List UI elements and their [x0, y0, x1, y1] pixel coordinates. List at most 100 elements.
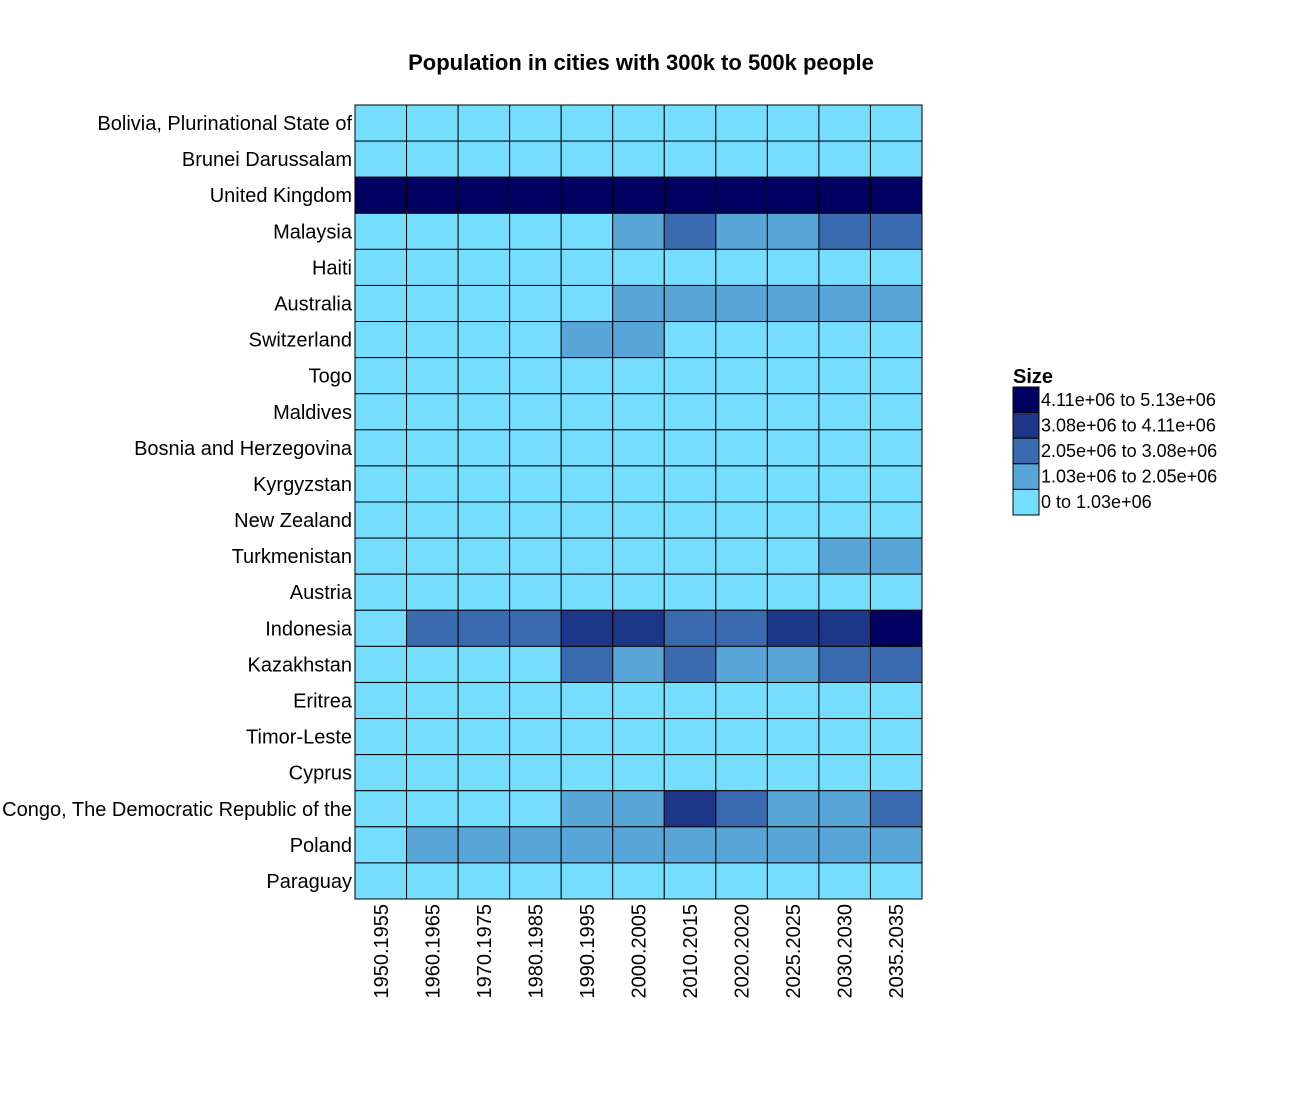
heatmap-cell: [612, 176, 665, 214]
heatmap-cell: [457, 393, 511, 431]
heatmap-cell: [509, 573, 562, 611]
heatmap-cell: [560, 104, 614, 142]
heatmap-cell: [406, 862, 459, 900]
legend-title: Size: [1013, 366, 1053, 388]
heatmap-cell: [509, 718, 562, 756]
heatmap-cell: [406, 537, 459, 575]
heatmap-cell: [766, 357, 820, 395]
heatmap-cell: [818, 862, 871, 900]
heatmap-cell: [766, 104, 820, 142]
heatmap-cell: [406, 357, 459, 395]
heatmap-cell: [612, 681, 665, 720]
heatmap-cell: [457, 790, 511, 828]
heatmap-cell: [457, 609, 511, 647]
heatmap-cell: [560, 212, 614, 250]
heatmap-cell: [818, 465, 871, 503]
heatmap-cell: [354, 321, 408, 359]
heatmap-cell: [406, 718, 459, 756]
heatmap-cell: [766, 862, 820, 900]
heatmap-cell: [766, 393, 820, 431]
heatmap-cell: [612, 790, 665, 828]
heatmap-cell: [766, 140, 820, 178]
heatmap-cell: [509, 681, 562, 720]
heatmap-cell: [457, 140, 511, 178]
column-label: 2000.2005: [629, 904, 651, 999]
heatmap-cell: [406, 501, 459, 539]
row-label: Poland: [290, 835, 352, 857]
heatmap-cell: [818, 321, 871, 359]
heatmap-cell: [457, 681, 511, 720]
heatmap-cell: [869, 537, 923, 575]
row-label: Haiti: [312, 257, 352, 279]
heatmap-cell: [869, 645, 923, 683]
heatmap-cell: [869, 429, 923, 467]
heatmap-cell: [457, 104, 511, 142]
row-label: Paraguay: [266, 871, 352, 893]
heatmap-cell: [354, 754, 408, 792]
heatmap-cell: [869, 357, 923, 395]
legend-label: 3.08e+06 to 4.11e+06: [1041, 415, 1216, 435]
heatmap-cell: [869, 248, 923, 286]
legend-swatch: [1012, 412, 1040, 439]
heatmap-cell: [509, 140, 562, 178]
heatmap-cell: [663, 212, 717, 250]
column-label: 2010.2015: [680, 904, 702, 999]
heatmap-cell: [406, 609, 459, 647]
heatmap-cell: [869, 790, 923, 828]
row-label: Bosnia and Herzegovina: [134, 438, 353, 460]
heatmap-cell: [715, 393, 768, 431]
heatmap-cell: [354, 645, 408, 683]
column-label: 2025.2025: [783, 904, 805, 999]
column-label: 1980.1985: [525, 904, 547, 999]
heatmap-cell: [457, 321, 511, 359]
heatmap-cell: [509, 754, 562, 792]
heatmap-cell: [406, 790, 459, 828]
heatmap-cell: [354, 862, 408, 900]
heatmap-cell: [715, 754, 768, 792]
row-label: Bolivia, Plurinational State of: [97, 113, 352, 135]
heatmap-cell: [663, 429, 717, 467]
heatmap-cell: [354, 284, 408, 323]
heatmap-cell: [612, 862, 665, 900]
heatmap-cell: [612, 284, 665, 323]
heatmap-cell: [612, 104, 665, 142]
heatmap-cell: [663, 321, 717, 359]
heatmap-cell: [663, 718, 717, 756]
heatmap-cell: [663, 501, 717, 539]
heatmap-cell: [818, 104, 871, 142]
heatmap-cell: [406, 140, 459, 178]
row-label: Congo, The Democratic Republic of the: [2, 799, 352, 821]
heatmap-cell: [663, 393, 717, 431]
heatmap-cell: [354, 790, 408, 828]
row-label: Togo: [309, 366, 352, 388]
row-label: Australia: [274, 294, 353, 316]
row-label: New Zealand: [234, 510, 352, 532]
heatmap-cell: [457, 718, 511, 756]
heatmap-cell: [766, 537, 820, 575]
heatmap-cell: [818, 429, 871, 467]
heatmap-cell: [612, 645, 665, 683]
heatmap-cell: [406, 212, 459, 250]
heatmap-cell: [766, 321, 820, 359]
heatmap-cell: [354, 826, 408, 864]
heatmap-cell: [509, 212, 562, 250]
heatmap-cell: [509, 393, 562, 431]
heatmap-cell: [560, 357, 614, 395]
heatmap-cell: [818, 393, 871, 431]
heatmap-cell: [612, 357, 665, 395]
heatmap-cell: [869, 176, 923, 214]
heatmap-cell: [766, 573, 820, 611]
heatmap-cell: [715, 248, 768, 286]
heatmap-cell: [818, 645, 871, 683]
heatmap-cell: [818, 284, 871, 323]
heatmap-cell: [818, 718, 871, 756]
heatmap-cell: [457, 537, 511, 575]
heatmap-cell: [869, 609, 923, 647]
heatmap-cell: [509, 357, 562, 395]
row-label: Kazakhstan: [247, 654, 352, 676]
heatmap-cell: [612, 537, 665, 575]
heatmap-cell: [715, 429, 768, 467]
heatmap-cell: [869, 284, 923, 323]
heatmap-cell: [818, 754, 871, 792]
heatmap-cell: [818, 501, 871, 539]
